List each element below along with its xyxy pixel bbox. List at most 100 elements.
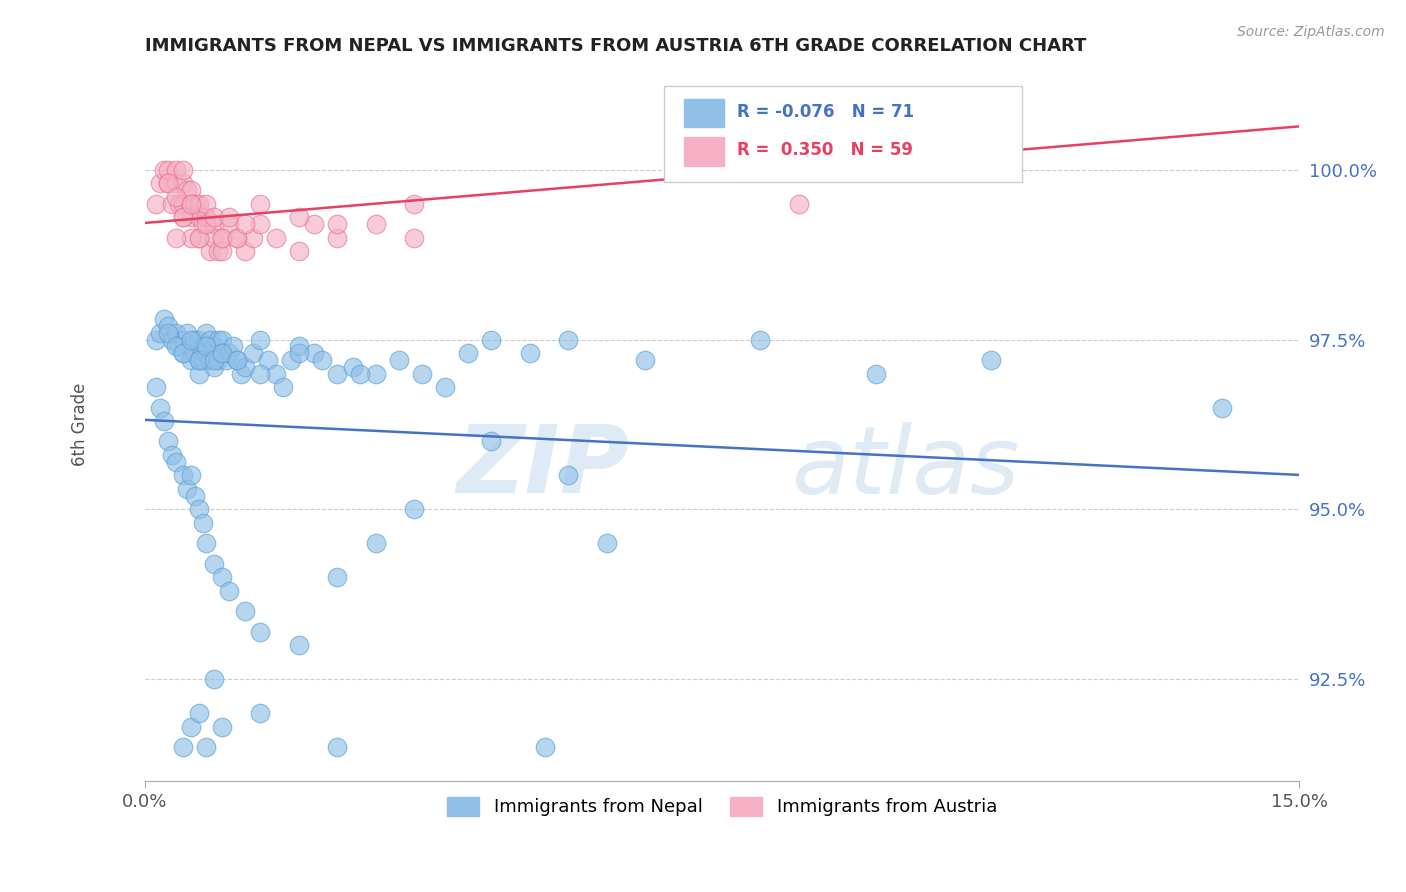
Point bbox=[202, 353, 225, 368]
Point bbox=[187, 502, 209, 516]
Point bbox=[211, 570, 233, 584]
Point bbox=[176, 326, 198, 340]
Point bbox=[180, 353, 202, 368]
Point bbox=[264, 367, 287, 381]
Point bbox=[479, 434, 502, 449]
Point bbox=[156, 326, 179, 340]
Point bbox=[865, 367, 887, 381]
Point bbox=[195, 196, 218, 211]
Point bbox=[233, 244, 256, 259]
Point bbox=[222, 339, 245, 353]
Point bbox=[749, 333, 772, 347]
Point bbox=[433, 380, 456, 394]
Point bbox=[404, 502, 426, 516]
Point bbox=[172, 196, 194, 211]
Point bbox=[172, 468, 194, 483]
Point bbox=[180, 231, 202, 245]
Point bbox=[160, 333, 183, 347]
Point bbox=[187, 353, 209, 368]
Point bbox=[187, 231, 209, 245]
Point bbox=[364, 367, 387, 381]
Point bbox=[249, 367, 271, 381]
Point bbox=[184, 333, 207, 347]
Point bbox=[211, 231, 233, 245]
Point bbox=[287, 346, 309, 360]
Text: R =  0.350   N = 59: R = 0.350 N = 59 bbox=[737, 141, 912, 159]
Point bbox=[342, 359, 364, 374]
Text: atlas: atlas bbox=[792, 422, 1019, 513]
Point bbox=[187, 706, 209, 720]
Point bbox=[534, 739, 557, 754]
Point bbox=[195, 326, 218, 340]
Point bbox=[249, 333, 271, 347]
Point bbox=[195, 339, 218, 353]
Bar bbox=[683, 99, 724, 128]
Point bbox=[302, 346, 325, 360]
Point bbox=[287, 339, 309, 353]
Bar bbox=[683, 137, 724, 166]
Point bbox=[184, 346, 207, 360]
Point bbox=[326, 739, 349, 754]
Point bbox=[200, 353, 222, 368]
Point bbox=[172, 211, 194, 225]
Point bbox=[264, 231, 287, 245]
Point bbox=[165, 455, 187, 469]
Point bbox=[195, 346, 218, 360]
Point bbox=[242, 231, 264, 245]
Point bbox=[249, 624, 271, 639]
Point bbox=[218, 346, 240, 360]
Point bbox=[202, 231, 225, 245]
Point bbox=[200, 333, 222, 347]
Point bbox=[149, 401, 172, 415]
Point bbox=[302, 217, 325, 231]
Point bbox=[349, 367, 371, 381]
Point bbox=[191, 217, 214, 231]
Point bbox=[202, 217, 225, 231]
Point bbox=[187, 231, 209, 245]
Text: Source: ZipAtlas.com: Source: ZipAtlas.com bbox=[1237, 25, 1385, 39]
Point bbox=[218, 217, 240, 231]
Point bbox=[242, 346, 264, 360]
Point bbox=[160, 196, 183, 211]
Point bbox=[172, 177, 194, 191]
Point bbox=[287, 638, 309, 652]
Point bbox=[202, 672, 225, 686]
Point bbox=[326, 367, 349, 381]
Point bbox=[211, 244, 233, 259]
Point bbox=[257, 353, 280, 368]
Point bbox=[187, 211, 209, 225]
Point bbox=[287, 244, 309, 259]
Point bbox=[457, 346, 479, 360]
Point bbox=[153, 312, 176, 326]
Point bbox=[211, 333, 233, 347]
Point bbox=[180, 183, 202, 197]
Point bbox=[218, 583, 240, 598]
Point bbox=[187, 353, 209, 368]
Point bbox=[980, 353, 1002, 368]
Point bbox=[180, 211, 202, 225]
Point bbox=[200, 244, 222, 259]
Point bbox=[226, 231, 249, 245]
Point bbox=[187, 333, 209, 347]
Point bbox=[153, 162, 176, 177]
Point bbox=[233, 359, 256, 374]
Point bbox=[145, 333, 167, 347]
Point bbox=[557, 333, 579, 347]
Point bbox=[153, 414, 176, 428]
Point bbox=[165, 326, 187, 340]
Point bbox=[404, 231, 426, 245]
Point bbox=[229, 367, 252, 381]
Point bbox=[187, 367, 209, 381]
Text: IMMIGRANTS FROM NEPAL VS IMMIGRANTS FROM AUSTRIA 6TH GRADE CORRELATION CHART: IMMIGRANTS FROM NEPAL VS IMMIGRANTS FROM… bbox=[145, 37, 1087, 55]
Point bbox=[180, 339, 202, 353]
Point bbox=[326, 570, 349, 584]
Point bbox=[145, 380, 167, 394]
Point bbox=[233, 217, 256, 231]
Point bbox=[364, 217, 387, 231]
Y-axis label: 6th Grade: 6th Grade bbox=[72, 383, 89, 467]
Point bbox=[176, 183, 198, 197]
Point bbox=[156, 318, 179, 333]
Text: ZIP: ZIP bbox=[457, 421, 630, 513]
Point bbox=[207, 333, 229, 347]
Point bbox=[202, 211, 225, 225]
